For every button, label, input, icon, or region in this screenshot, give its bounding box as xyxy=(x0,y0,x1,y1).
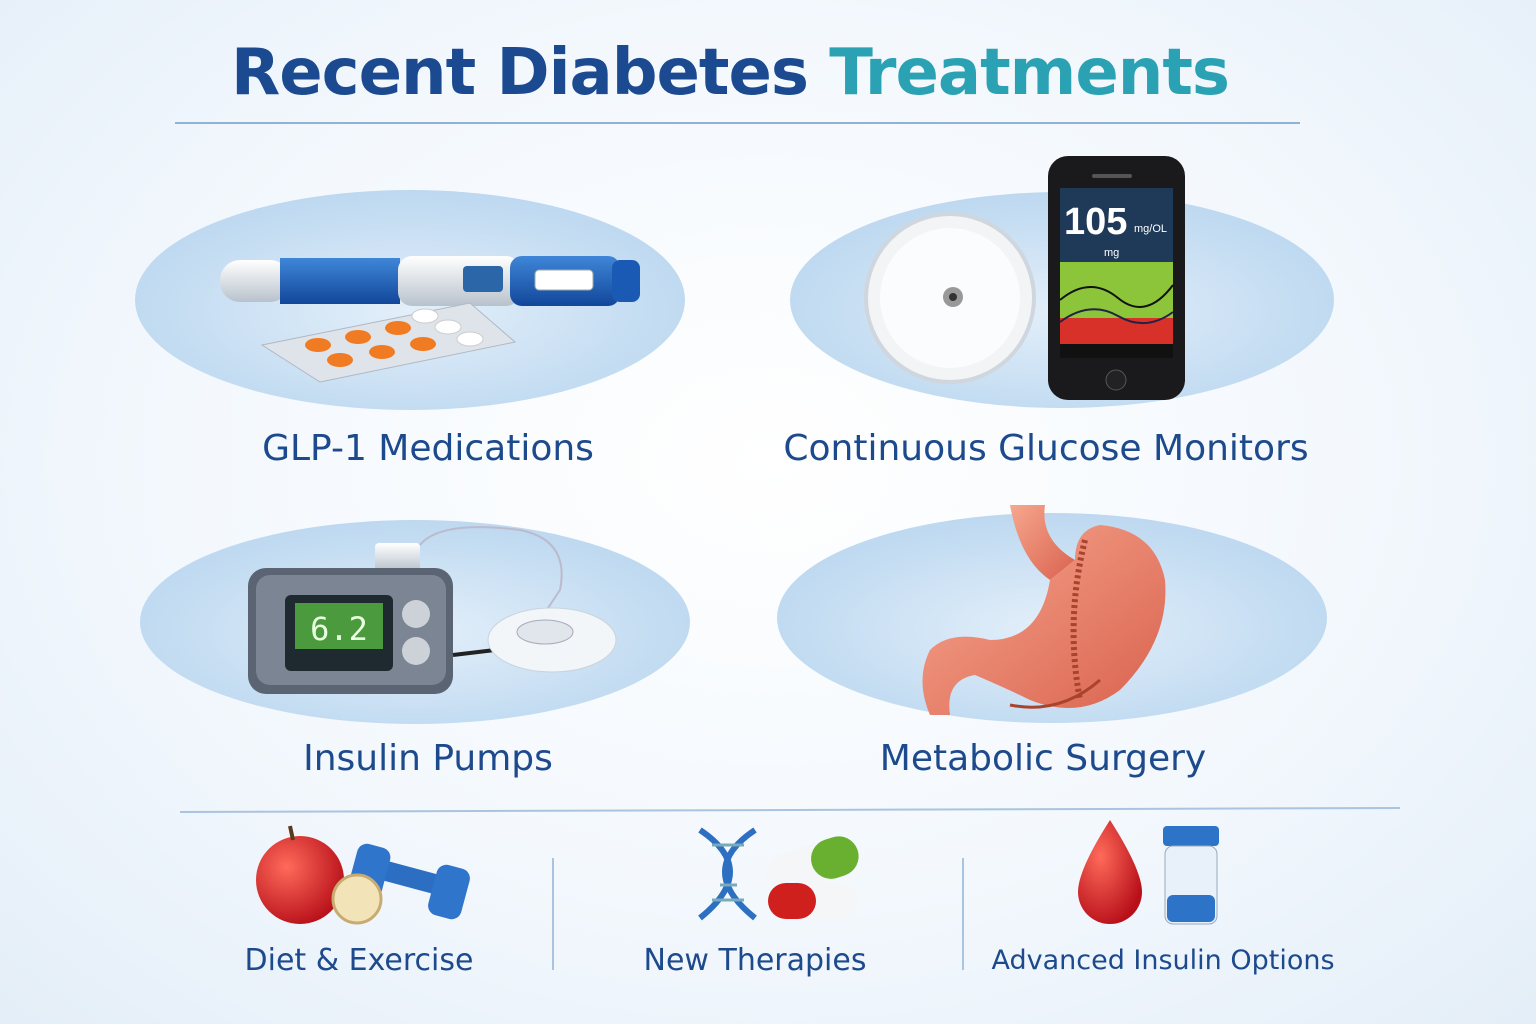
bottom-label-insulin: Advanced Insulin Options xyxy=(991,945,1335,976)
bottom-label-therapies: New Therapies xyxy=(643,943,867,978)
glucose-unit: mg/OL xyxy=(1134,223,1167,235)
apple-dumbbell-icon xyxy=(256,825,470,925)
glucose-sub-unit: mg xyxy=(1104,247,1119,259)
section-divider xyxy=(179,807,1401,813)
glucose-value: 105 xyxy=(1064,201,1127,243)
blood-drop-vial-icon xyxy=(1078,820,1219,925)
panel-label-glp1: GLP-1 Medications xyxy=(262,428,594,469)
cgm-sensor-and-phone-icon: 105 mg/OL mg xyxy=(864,156,1185,400)
pump-display-value: 6.2 xyxy=(310,610,368,648)
panel-label-cgm: Continuous Glucose Monitors xyxy=(783,428,1309,469)
page-title: Recent Diabetes Treatments xyxy=(0,36,1460,110)
title-part-2: Treatments xyxy=(829,36,1230,110)
panel-label-surgery: Metabolic Surgery xyxy=(879,738,1207,779)
insulin-pump-icon: 6.2 xyxy=(248,526,617,694)
title-part-1: Recent Diabetes xyxy=(230,36,809,110)
stomach-icon xyxy=(922,505,1166,715)
dna-capsules-icon xyxy=(698,827,859,921)
panel-label-pumps: Insulin Pumps xyxy=(303,738,553,779)
injection-pen-and-pills-icon xyxy=(220,256,640,383)
bottom-label-diet: Diet & Exercise xyxy=(244,943,474,978)
